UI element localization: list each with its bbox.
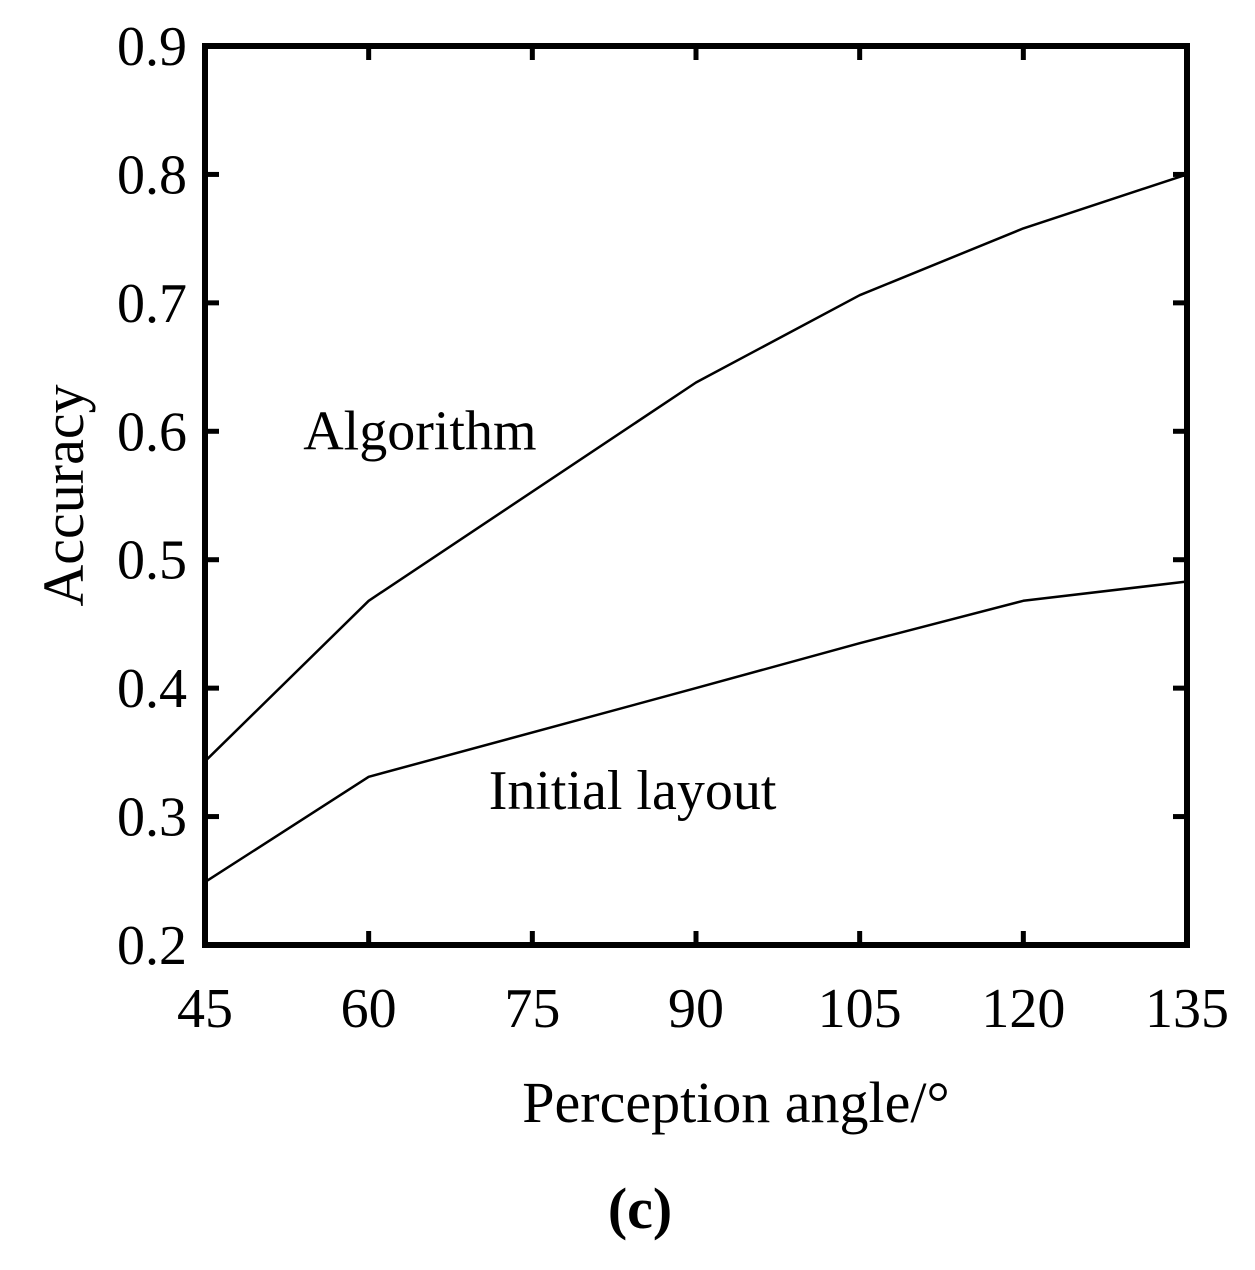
y-tick-label: 0.6	[117, 401, 187, 463]
x-tick-label: 105	[818, 978, 902, 1040]
series-line-algorithm	[204, 173, 1188, 763]
x-axis-title: Perception angle/°	[522, 1070, 949, 1135]
x-tick-label: 60	[341, 978, 397, 1040]
plot-frame	[202, 43, 1190, 948]
panel-label: (c)	[608, 1176, 672, 1241]
series-labels: Algorithm Initial layout	[303, 400, 777, 822]
y-tick-label: 0.3	[117, 787, 187, 849]
y-tick-label: 0.4	[117, 658, 187, 720]
x-tick-label: 45	[177, 978, 233, 1040]
y-axis-title: Accuracy	[31, 384, 96, 606]
y-tick-label: 0.8	[117, 144, 187, 206]
y-tick-labels: 0.2 0.3 0.4 0.5 0.6 0.7 0.8 0.9	[117, 16, 187, 977]
x-tick-label: 120	[981, 978, 1065, 1040]
x-tick-label: 75	[504, 978, 560, 1040]
series-label-initial-layout: Initial layout	[489, 760, 777, 822]
series-line-initial-layout	[204, 580, 1188, 884]
x-tick-labels: 45 60 75 90 105 120 135	[177, 978, 1229, 1040]
y-tick-label: 0.5	[117, 530, 187, 592]
y-tick-label: 0.9	[117, 16, 187, 78]
y-tick-label: 0.7	[117, 273, 187, 335]
series-lines	[204, 173, 1188, 884]
series-label-algorithm: Algorithm	[303, 400, 536, 462]
x-tick-label: 135	[1145, 978, 1229, 1040]
y-tick-label: 0.2	[117, 915, 187, 977]
x-tick-label: 90	[668, 978, 724, 1040]
